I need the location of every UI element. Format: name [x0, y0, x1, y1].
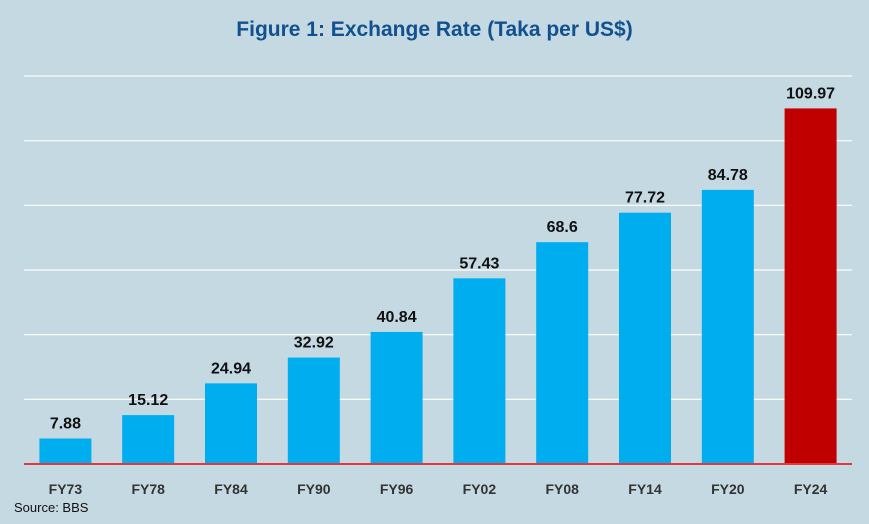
data-labels: 7.88 15.12 24.94 32.92 40.84 57.43 68.6 77.72 84…	[50, 85, 835, 432]
bar-fy90	[287, 357, 340, 464]
bar-fy84	[205, 383, 257, 464]
chart-title: Figure 1: Exchange Rate (Taka per US$)	[236, 18, 633, 41]
data-label-fy14: 77.72	[625, 190, 665, 207]
bar-fy08	[536, 242, 589, 464]
bars	[39, 108, 837, 465]
bar-fy24	[784, 108, 837, 465]
bar-fy14	[619, 212, 671, 464]
bar-fy78	[122, 415, 175, 464]
data-label-fy96: 40.84	[377, 309, 417, 326]
tick-label-fy20: FY20	[711, 481, 745, 497]
data-label-fy02: 57.43	[459, 255, 499, 272]
data-label-fy90: 32.92	[294, 335, 334, 352]
tick-label-fy78: FY78	[131, 481, 165, 497]
tick-label-fy08: FY08	[545, 481, 579, 497]
tick-label-fy24: FY24	[794, 481, 828, 497]
tick-label-fy84: FY84	[214, 481, 248, 497]
tick-label-fy96: FY96	[380, 481, 414, 497]
tick-label-fy14: FY14	[628, 481, 662, 497]
data-label-fy73: 7.88	[50, 416, 81, 433]
tick-label-fy90: FY90	[297, 481, 331, 497]
tick-label-fy73: FY73	[49, 481, 83, 497]
x-axis-ticks: FY73 FY78 FY84 FY90 FY96 FY02 FY08 FY14 FY20 FY24	[49, 481, 828, 497]
bar-fy96	[370, 331, 423, 464]
tick-label-fy02: FY02	[463, 481, 497, 497]
data-label-fy24: 109.97	[786, 85, 835, 102]
data-label-fy08: 68.6	[547, 219, 578, 236]
bar-fy20	[701, 189, 754, 465]
data-label-fy84: 24.94	[211, 360, 251, 377]
bar-fy02	[453, 278, 506, 464]
source-note: Source: BBS	[14, 500, 89, 515]
data-label-fy78: 15.12	[128, 392, 168, 409]
data-label-fy20: 84.78	[708, 167, 748, 184]
bar-fy73	[39, 438, 92, 464]
